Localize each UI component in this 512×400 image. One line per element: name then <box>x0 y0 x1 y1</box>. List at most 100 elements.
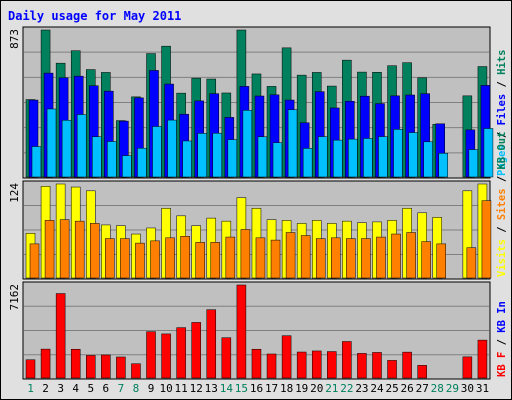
bar-sites-day-6 <box>105 238 115 279</box>
x-tick-label: 28 <box>431 382 444 395</box>
bar-kb-f-day-6 <box>101 354 111 379</box>
bar-sites-day-15 <box>240 229 251 279</box>
x-tick-label: 29 <box>446 382 459 395</box>
x-tick-label: 5 <box>87 382 94 395</box>
bar-pages-day-30 <box>468 149 479 178</box>
bar-kb-f-day-8 <box>131 363 141 379</box>
legend-entry: KB In <box>496 301 508 333</box>
x-tick-label: 15 <box>235 382 248 395</box>
x-tick-label: 9 <box>148 382 155 395</box>
bar-sites-day-9 <box>150 240 160 279</box>
panel-bottom-max-label: 7162 <box>8 284 21 311</box>
bar-pages-day-16 <box>257 136 268 178</box>
bar-kb-f-day-15 <box>236 284 247 379</box>
bar-sites-day-14 <box>225 236 236 279</box>
bar-sites-day-25 <box>391 233 401 279</box>
bar-sites-day-16 <box>255 237 266 279</box>
chart-title: Daily usage for May 2011 <box>8 9 182 23</box>
bar-pages-day-24 <box>378 136 388 178</box>
bar-kb-f-day-21 <box>327 351 337 379</box>
bar-sites-day-23 <box>361 238 371 279</box>
legend-separator: / <box>496 170 508 189</box>
bar-pages-day-8 <box>137 147 147 178</box>
x-tick-label: 30 <box>461 382 474 395</box>
x-tick-label: 22 <box>340 382 353 395</box>
bar-sites-day-27 <box>421 241 431 279</box>
bar-pages-day-3 <box>61 120 72 178</box>
bar-sites-day-10 <box>165 237 175 279</box>
bar-sites-day-4 <box>74 220 85 279</box>
bar-kb-f-day-20 <box>311 350 322 379</box>
bar-pages-day-15 <box>242 110 253 178</box>
bar-sites-day-28 <box>436 243 446 279</box>
x-tick-label: 24 <box>370 382 384 395</box>
x-tick-label: 23 <box>355 382 368 395</box>
bar-sites-day-11 <box>180 236 190 279</box>
bar-pages-day-25 <box>393 129 403 178</box>
legend-separator: / <box>496 220 508 239</box>
bar-pages-day-20 <box>317 136 328 178</box>
x-tick-label: 31 <box>476 382 489 395</box>
bar-kb-f-day-17 <box>266 353 277 379</box>
bar-pages-day-31 <box>483 128 494 178</box>
bar-kb-f-day-10 <box>161 333 171 379</box>
bar-kb-f-day-4 <box>70 348 81 379</box>
bar-sites-day-21 <box>331 237 341 279</box>
bar-pages-day-18 <box>287 109 298 178</box>
bar-sites-day-18 <box>285 232 296 279</box>
x-tick-label: 25 <box>385 382 398 395</box>
bar-pages-day-14 <box>227 139 238 178</box>
x-tick-label: 12 <box>190 382 203 395</box>
bar-kb-f-day-9 <box>146 331 156 379</box>
x-tick-label: 21 <box>325 382 338 395</box>
bar-kb-f-day-22 <box>342 341 352 379</box>
legend-entry: Pages <box>496 144 508 176</box>
x-tick-label: 2 <box>42 382 49 395</box>
bar-pages-day-9 <box>152 126 162 178</box>
x-tick-label: 6 <box>103 382 110 395</box>
x-tick-label: 20 <box>310 382 323 395</box>
bar-sites-day-8 <box>135 242 145 279</box>
panel-top-max-label: 873 <box>8 29 21 49</box>
panel-middle-max-label: 124 <box>8 183 21 203</box>
bar-kb-f-day-27 <box>417 365 427 379</box>
bar-pages-day-5 <box>92 136 102 178</box>
legend-entry: Visits <box>496 239 508 277</box>
x-tick-label: 8 <box>133 382 140 395</box>
bar-sites-day-20 <box>315 238 326 279</box>
bar-sites-day-17 <box>270 239 281 279</box>
bar-kb-f-day-25 <box>387 360 397 379</box>
x-tick-label: 1 <box>27 382 34 395</box>
bar-pages-day-17 <box>272 142 283 178</box>
panel-top-legend: Pages / Files / Hits <box>496 50 508 176</box>
x-tick-label: 17 <box>265 382 278 395</box>
bar-pages-day-23 <box>363 138 373 178</box>
x-tick-label: 14 <box>220 382 234 395</box>
legend-entry: KB Out <box>496 132 508 170</box>
bar-pages-day-28 <box>438 153 448 178</box>
bar-pages-day-4 <box>76 114 87 178</box>
bar-pages-day-6 <box>107 141 117 178</box>
bar-pages-day-12 <box>197 133 207 178</box>
bar-sites-day-22 <box>346 238 356 279</box>
bar-kb-f-day-30 <box>462 356 473 379</box>
bar-kb-f-day-26 <box>402 351 412 379</box>
bar-sites-day-1 <box>29 243 40 279</box>
bar-sites-day-24 <box>376 236 386 279</box>
x-tick-label: 3 <box>57 382 64 395</box>
bar-pages-day-10 <box>167 119 177 178</box>
bar-pages-day-19 <box>302 148 313 178</box>
bar-kb-f-day-23 <box>357 353 367 379</box>
x-tick-label: 7 <box>118 382 125 395</box>
bar-pages-day-27 <box>423 141 433 178</box>
x-tick-label: 26 <box>401 382 414 395</box>
legend-separator: / <box>496 333 508 352</box>
legend-entry: Files <box>496 94 508 126</box>
bar-pages-day-21 <box>333 139 343 178</box>
legend-separator: / <box>496 75 508 94</box>
bar-kb-f-day-3 <box>55 293 66 379</box>
x-tick-label: 16 <box>250 382 263 395</box>
bar-pages-day-11 <box>182 140 192 178</box>
bar-sites-day-26 <box>406 232 416 279</box>
